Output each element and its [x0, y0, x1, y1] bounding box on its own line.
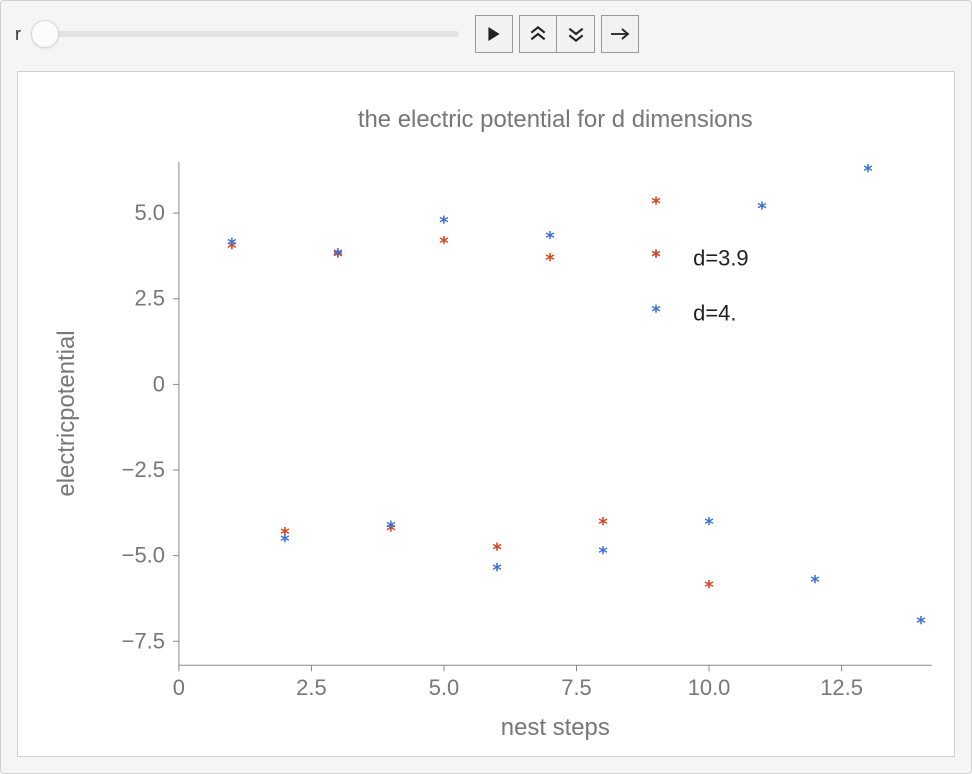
data-point: *: [704, 577, 715, 598]
slider-label: r: [15, 24, 21, 45]
data-point: *: [439, 233, 450, 254]
legend-marker: *: [651, 247, 662, 268]
y-axis-label: electricpotential: [53, 330, 80, 496]
y-tick-label: −2.5: [122, 457, 165, 482]
data-point: *: [492, 560, 503, 581]
y-tick-label: 5.0: [134, 200, 164, 225]
x-tick-label: 5.0: [429, 675, 459, 700]
data-point: *: [333, 245, 344, 266]
slider[interactable]: [31, 19, 459, 49]
x-axis-label: nest steps: [501, 714, 610, 741]
data-point: *: [757, 199, 768, 220]
x-tick-label: 7.5: [561, 675, 591, 700]
play-button[interactable]: [475, 15, 513, 53]
data-point: *: [810, 572, 821, 593]
chart-title: the electric potential for d dimensions: [358, 106, 753, 133]
data-point: *: [863, 161, 874, 182]
step-button[interactable]: [601, 15, 639, 53]
data-point: *: [651, 194, 662, 215]
y-tick-label: 0: [153, 371, 165, 396]
chart-panel: the electric potential for d dimensions 0…: [17, 71, 955, 757]
data-point: *: [492, 540, 503, 561]
data-point: *: [704, 514, 715, 535]
data-point: *: [598, 514, 609, 535]
manipulate-panel: r: [0, 0, 972, 774]
data-point: *: [386, 517, 397, 538]
y-tick-label: −5.0: [122, 543, 165, 568]
legend-label: d=4.: [693, 300, 736, 325]
animation-controls: [475, 15, 639, 53]
data-point: *: [280, 531, 291, 552]
x-tick-label: 2.5: [296, 675, 326, 700]
data-point: *: [227, 235, 238, 256]
x-tick-label: 12.5: [820, 675, 863, 700]
data-point: *: [916, 613, 927, 634]
control-bar: r: [9, 9, 963, 59]
legend-marker: *: [651, 301, 662, 322]
chart-svg: the electric potential for d dimensions 0…: [18, 72, 954, 756]
faster-button[interactable]: [519, 15, 557, 53]
x-tick-label: 10.0: [688, 675, 731, 700]
data-point: *: [545, 250, 556, 271]
speed-buttons: [519, 15, 595, 53]
y-tick-label: 2.5: [134, 286, 164, 311]
legend-label: d=3.9: [693, 246, 748, 271]
x-tick-label: 0: [173, 675, 185, 700]
data-point: *: [545, 228, 556, 249]
slider-track: [31, 31, 459, 37]
slower-button[interactable]: [557, 15, 595, 53]
y-tick-label: −7.5: [122, 628, 165, 653]
data-point: *: [598, 543, 609, 564]
data-point: *: [439, 212, 450, 233]
slider-knob[interactable]: [31, 20, 59, 48]
